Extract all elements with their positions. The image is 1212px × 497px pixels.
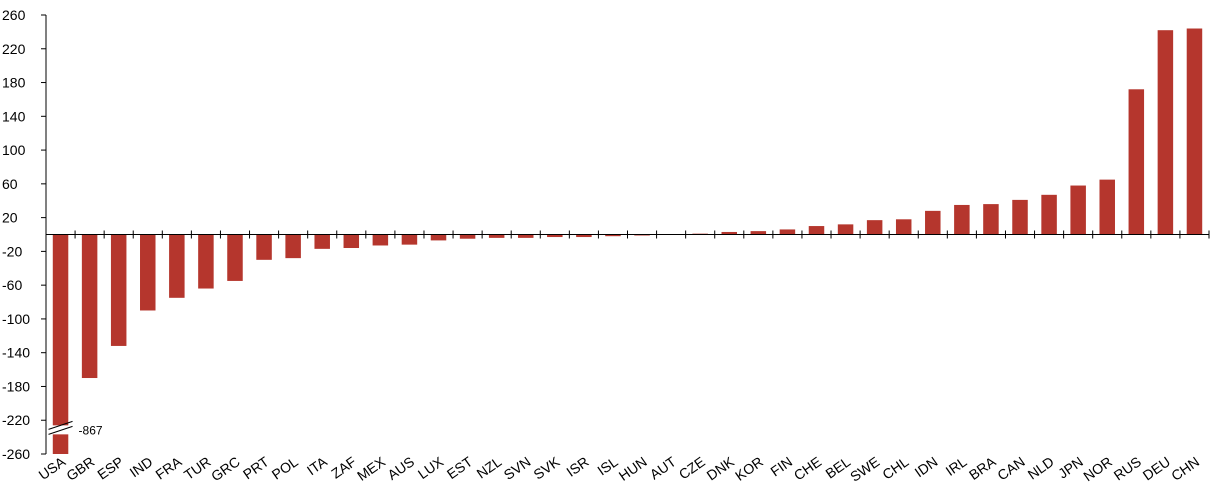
bar-jpn	[1070, 185, 1086, 235]
x-category-label: USA	[35, 453, 68, 483]
y-tick-label: -100	[2, 311, 30, 327]
bar-isr	[576, 234, 592, 238]
y-tick-label: 220	[2, 41, 26, 57]
x-category-label: POL	[269, 453, 301, 482]
bar-zaf	[343, 234, 360, 249]
bar-aus	[401, 234, 418, 245]
axis-break-mark	[48, 420, 73, 430]
y-tick-label: 260	[2, 7, 26, 23]
x-category-label: CHL	[879, 453, 911, 482]
bar-swe	[866, 220, 883, 235]
bar-tur	[198, 234, 214, 289]
value-annotation: -867	[79, 423, 103, 437]
x-category-label: JPN	[1055, 453, 1086, 481]
x-category-label: IDN	[912, 453, 941, 480]
x-category-label: CZE	[676, 453, 708, 482]
x-category-label: ZAF	[328, 453, 359, 481]
bar-svn	[517, 234, 534, 238]
x-category-label: ISL	[594, 453, 621, 478]
x-category-label: FIN	[767, 453, 795, 479]
x-category-label: NOR	[1080, 453, 1115, 484]
y-tick-label: 20	[2, 210, 18, 226]
y-tick-label: -60	[2, 277, 22, 293]
bar-ind	[140, 234, 156, 311]
x-category-label: CHN	[1168, 453, 1202, 484]
x-category-label: CAN	[994, 453, 1027, 483]
bar-esp	[110, 234, 127, 346]
bar-irl	[954, 204, 970, 235]
x-category-label: SVK	[530, 453, 563, 483]
x-category-label: IND	[127, 453, 156, 480]
bar-chl	[895, 219, 912, 235]
bar-deu	[1157, 30, 1174, 235]
bar-gbr	[81, 234, 98, 379]
y-tick-label: -180	[2, 378, 30, 394]
x-category-label: AUS	[384, 453, 417, 483]
bar-dnk	[721, 231, 738, 235]
x-category-label: EST	[444, 453, 476, 482]
bar-grc	[227, 234, 243, 281]
y-tick-label: 140	[2, 108, 26, 124]
x-category-label: HUN	[616, 453, 650, 484]
x-category-label: DEU	[1140, 453, 1173, 483]
x-category-label: LUX	[415, 453, 447, 482]
x-category-label: TUR	[181, 453, 214, 483]
bar-bel	[837, 224, 854, 235]
bar-nld	[1041, 194, 1057, 235]
x-category-label: AUT	[647, 453, 679, 482]
y-tick-label: -20	[2, 243, 22, 259]
bar-nzl	[488, 234, 505, 238]
x-category-label: RUS	[1111, 453, 1144, 483]
bar-est	[459, 234, 476, 239]
x-category-label: ITA	[304, 453, 331, 478]
bar-lux	[430, 234, 447, 241]
bar-idn	[925, 210, 941, 235]
x-category-label: SWE	[847, 453, 882, 484]
bar-che	[808, 226, 825, 235]
bar-bra	[983, 204, 999, 235]
x-category-label: MEX	[354, 453, 389, 484]
x-category-label: SVN	[501, 453, 534, 483]
bar-fra	[169, 234, 185, 298]
bar-fin	[779, 229, 796, 235]
x-category-label: ISR	[563, 453, 591, 479]
x-category-label: KOR	[732, 453, 766, 484]
x-category-label: GRC	[208, 453, 243, 484]
bar-kor	[750, 231, 767, 235]
bar-can	[1012, 199, 1028, 235]
x-category-label: NLD	[1025, 453, 1057, 482]
y-tick-label: -220	[2, 412, 30, 428]
bar-pol	[285, 234, 301, 259]
y-tick-label: 180	[2, 75, 26, 91]
x-category-label: NZL	[474, 453, 505, 481]
bar-svk	[547, 234, 563, 238]
y-tick-label: -140	[2, 345, 30, 361]
x-category-label: IRL	[943, 453, 970, 479]
x-category-label: BRA	[966, 453, 999, 483]
bar-rus	[1128, 89, 1145, 235]
bar-isl	[605, 234, 621, 237]
bar-mex	[372, 234, 389, 246]
x-category-label: BEL	[822, 453, 853, 481]
bar-nor	[1099, 179, 1115, 235]
y-tick-label: 60	[2, 176, 18, 192]
x-category-label: DNK	[704, 453, 738, 483]
x-category-label: CHE	[791, 453, 824, 483]
bar-chn	[1186, 28, 1203, 235]
bar-ita	[314, 234, 330, 249]
bar-usa	[52, 234, 69, 454]
y-tick-label: -260	[2, 446, 30, 462]
x-category-label: ESP	[94, 453, 126, 482]
y-tick-label: 100	[2, 142, 26, 158]
x-category-label: GBR	[63, 453, 97, 484]
axis-break-mark	[48, 425, 73, 435]
bar-prt	[256, 234, 272, 260]
x-category-label: PRT	[240, 453, 272, 482]
x-category-label: FRA	[152, 453, 185, 483]
